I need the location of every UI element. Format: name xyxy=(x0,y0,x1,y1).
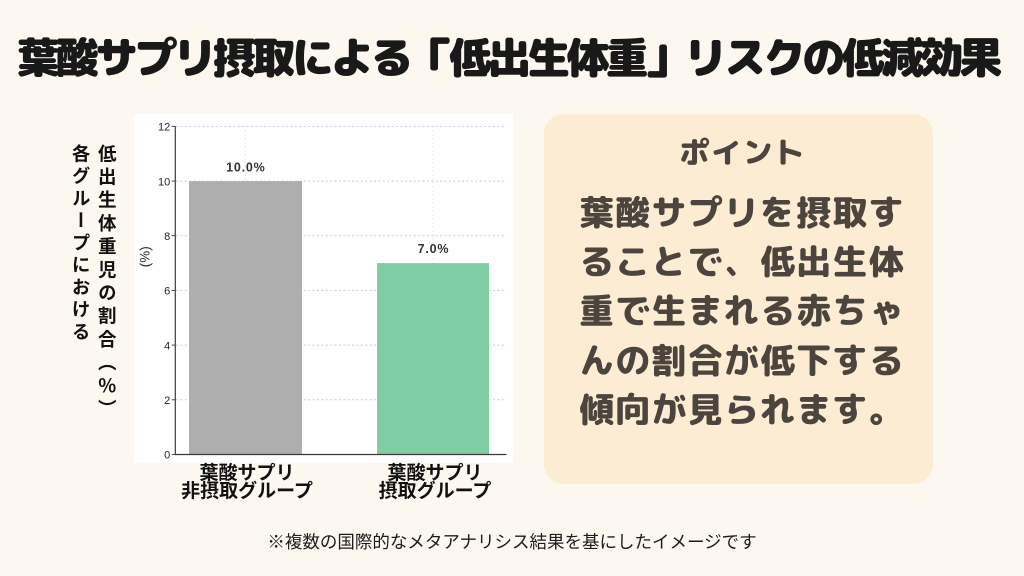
svg-text:0: 0 xyxy=(164,450,170,462)
svg-text:6: 6 xyxy=(164,286,170,298)
svg-text:10: 10 xyxy=(158,176,170,188)
svg-text:12: 12 xyxy=(158,122,170,134)
svg-text:(%): (%) xyxy=(138,246,153,267)
svg-text:10.0%: 10.0% xyxy=(226,161,265,175)
svg-text:2: 2 xyxy=(164,395,170,407)
svg-text:4: 4 xyxy=(164,340,170,352)
svg-text:8: 8 xyxy=(164,231,170,243)
svg-text:7.0%: 7.0% xyxy=(418,242,450,256)
